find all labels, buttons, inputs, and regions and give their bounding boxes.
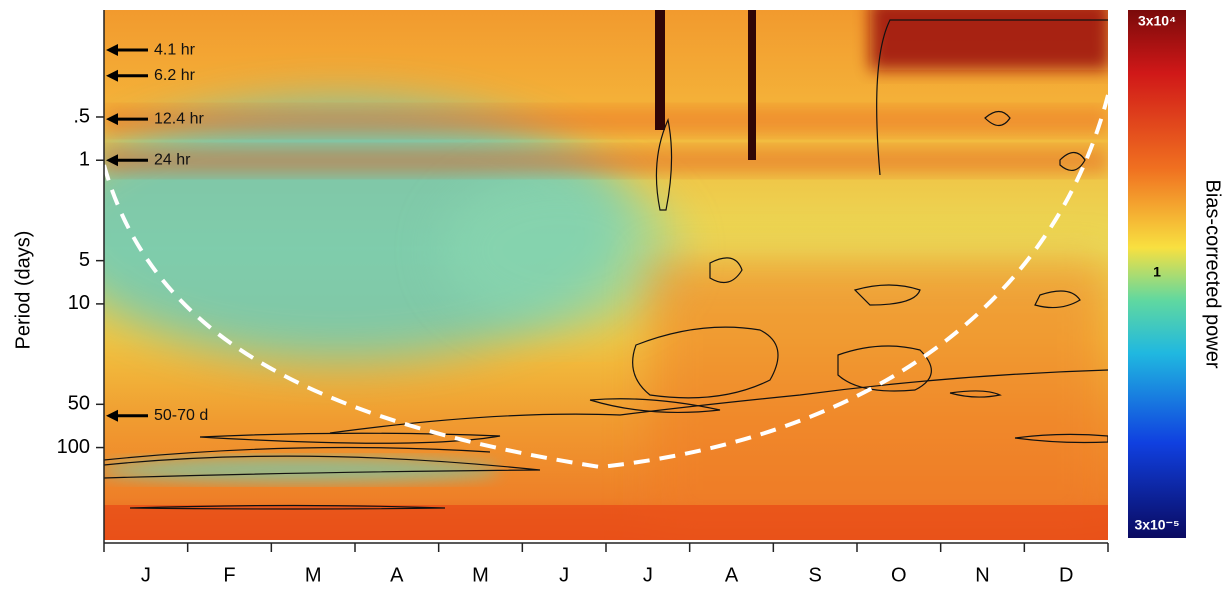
annotation-arrowhead <box>106 154 118 167</box>
x-tick-label: A <box>725 564 739 586</box>
x-tick-label: O <box>891 564 907 586</box>
annotation: 24 hr <box>154 151 191 168</box>
x-tick-label: M <box>472 564 489 586</box>
x-tick-label: M <box>305 564 322 586</box>
y-tick-label: 50 <box>68 393 90 415</box>
x-tick-label: J <box>559 564 569 586</box>
annotation: 50-70 d <box>154 407 208 424</box>
annotation: 12.4 hr <box>154 110 204 127</box>
y-axis-title: Period (days) <box>12 231 34 350</box>
colorbar-title: Bias-corrected power <box>1202 180 1224 369</box>
annotation-arrowhead <box>106 113 118 126</box>
x-tick-label: D <box>1059 564 1073 586</box>
y-tick-label: 1 <box>79 149 90 171</box>
y-tick-label: .5 <box>73 105 90 127</box>
x-tick-label: S <box>808 564 821 586</box>
x-tick-label: F <box>223 564 235 586</box>
colorbar-tick-label: 3x10⁴ <box>1138 13 1176 29</box>
x-tick-label: N <box>975 564 989 586</box>
colorbar <box>1128 10 1186 538</box>
y-tick-label: 5 <box>79 249 90 271</box>
x-tick-label: A <box>390 564 404 586</box>
colorbar-tick-label: 3x10⁻⁵ <box>1134 517 1179 533</box>
annotation-arrowhead <box>106 44 118 57</box>
x-tick-label: J <box>643 564 653 586</box>
x-tick-label: J <box>141 564 151 586</box>
annotation: 6.2 hr <box>154 67 196 84</box>
annotation-arrowhead <box>106 69 118 82</box>
heatmap <box>104 10 1108 540</box>
y-tick-label: 100 <box>57 436 90 458</box>
annotation: 4.1 hr <box>154 41 196 58</box>
y-tick-label: 10 <box>68 292 90 314</box>
annotation-arrowhead <box>106 409 118 422</box>
colorbar-tick-label: 1 <box>1153 263 1161 279</box>
